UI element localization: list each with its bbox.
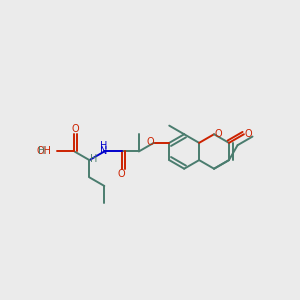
Text: H: H (91, 154, 98, 164)
Text: N: N (100, 146, 107, 156)
Text: O: O (245, 129, 253, 139)
Text: O: O (146, 137, 154, 147)
Text: OH: OH (36, 146, 51, 156)
Text: O: O (71, 124, 79, 134)
Text: H: H (100, 141, 107, 151)
Text: O: O (215, 129, 222, 139)
Text: O: O (118, 169, 125, 179)
Text: H: H (38, 146, 46, 156)
